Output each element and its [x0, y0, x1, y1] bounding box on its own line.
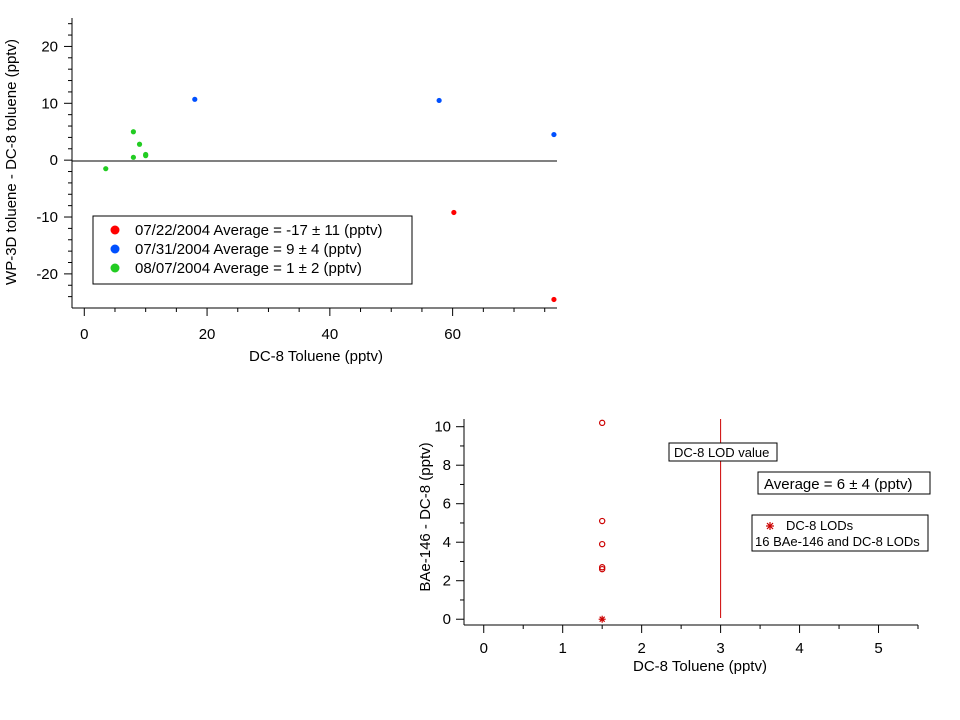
chart1-point-series1-2	[551, 296, 557, 303]
chart1-legend-marker-red	[110, 225, 120, 235]
chart2-y-tick-label: 6	[443, 496, 451, 513]
chart1-point-series3-6	[143, 153, 149, 159]
chart1-legend-label-green: 08/07/2004 Average = 1 ± 2 (pptv)	[135, 260, 362, 277]
chart1-point-series1-1	[451, 209, 457, 216]
chart2-x-tick-label: 0	[480, 640, 488, 657]
chart1-y-tick-label: 10	[41, 95, 58, 112]
chart1-point-series3-2	[130, 129, 136, 135]
chart2-point-asterisk-1	[598, 615, 606, 623]
chart1-y-tick-label: 20	[41, 38, 58, 55]
chart2-point-circle-2	[598, 517, 606, 525]
chart1-y-tick-label: -20	[36, 266, 58, 283]
chart2-point-circle-4	[598, 564, 606, 571]
chart1-point-series2-1	[192, 96, 198, 102]
chart1-point-series2-3	[551, 131, 557, 138]
chart1-x-tick-label: 0	[80, 326, 88, 343]
chart2-average-box	[757, 471, 931, 495]
chart1-y-axis-title: WP-3D toluene - DC-8 toluene (pptv)	[3, 39, 20, 285]
chart1-legend-label-blue: 07/31/2004 Average = 9 ± 4 (pptv)	[135, 241, 362, 258]
chart2-x-tick-label: 2	[637, 640, 645, 657]
chart2-x-tick-label: 4	[795, 640, 803, 657]
chart2-legend-asterisk-label: DC-8 LODs	[786, 518, 854, 533]
chart1-legend-marker-blue	[110, 244, 120, 254]
chart1-x-tick-label: 20	[199, 326, 216, 343]
chart2-point-circle-1	[598, 419, 606, 427]
chart1-point-series2-2	[436, 97, 442, 104]
chart2-legend-circle-label: 16 BAe-146 and DC-8 LODs	[755, 534, 920, 549]
chart2-x-tick-label: 3	[716, 640, 724, 657]
chart2-lod-label-box	[668, 442, 778, 462]
chart2-y-tick-label: 4	[443, 534, 451, 551]
chart1-point-series3-1	[103, 166, 109, 172]
chart1-legend-box	[92, 215, 413, 285]
chart2-point-circle-5	[598, 565, 606, 573]
chart1-x-tick-label: 60	[444, 326, 461, 343]
chart2-y-tick-label: 8	[443, 457, 451, 474]
chart1-x-axis-title: DC-8 Toluene (pptv)	[249, 348, 383, 365]
chart2-y-tick-label: 2	[443, 573, 451, 590]
chart1-point-series3-4	[130, 154, 136, 160]
chart2-average-label: Average = 6 ± 4 (pptv)	[764, 476, 912, 493]
chart2-legend-box	[751, 514, 929, 552]
chart2-lod-label: DC-8 LOD value	[674, 445, 769, 460]
chart2-point-circle-3	[598, 540, 606, 548]
chart1-point-series3-3	[136, 141, 143, 147]
chart2-legend-asterisk-marker	[766, 522, 774, 530]
chart2-x-axis-title: DC-8 Toluene (pptv)	[633, 658, 767, 675]
chart1-x-tick-label: 40	[322, 326, 339, 343]
chart2-y-axis-title: BAe-146 - DC-8 (pptv)	[417, 442, 434, 591]
chart2-y-tick-label: 10	[434, 419, 451, 436]
chart1-legend-marker-green	[110, 263, 120, 273]
chart2-x-tick-label: 5	[874, 640, 882, 657]
chart1-y-tick-label: 0	[50, 152, 58, 169]
chart2-x-tick-label: 1	[559, 640, 567, 657]
chart1-legend-label-red: 07/22/2004 Average = -17 ± 11 (pptv)	[135, 222, 382, 239]
chart1-y-tick-label: -10	[36, 209, 58, 226]
chart2-y-tick-label: 0	[443, 611, 451, 628]
